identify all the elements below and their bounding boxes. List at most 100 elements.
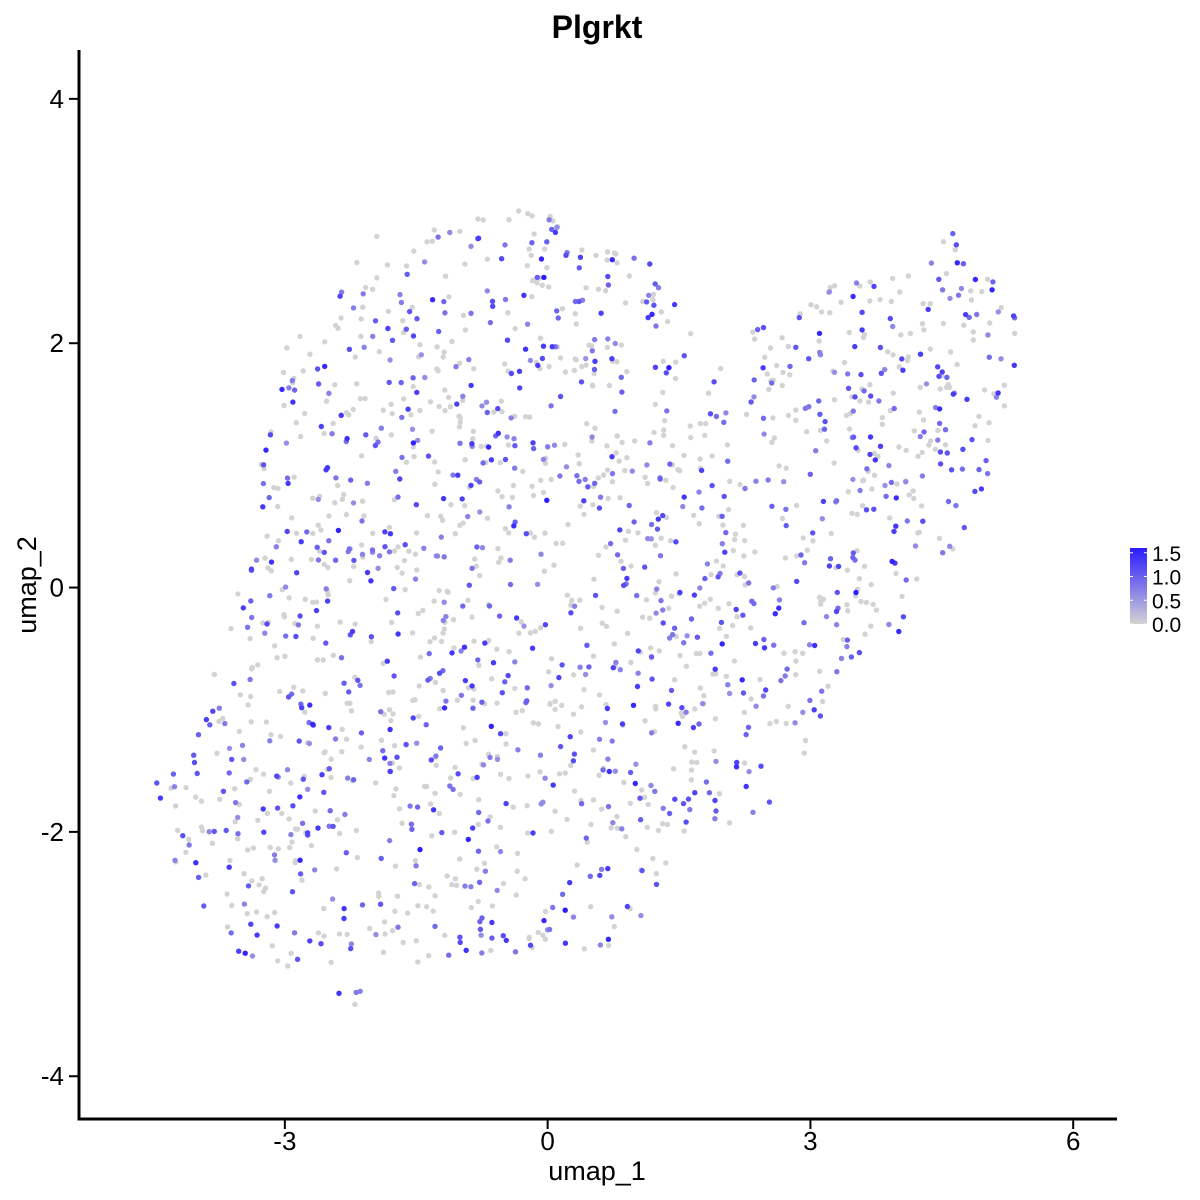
data-point [868,393,874,399]
data-point [468,884,474,890]
data-point [699,505,705,511]
data-point [891,405,897,412]
data-point [578,729,584,735]
data-point [537,752,544,758]
data-point [337,619,343,625]
data-point [468,482,474,488]
data-point [591,370,597,377]
data-point [413,938,419,944]
data-point [856,576,863,582]
data-point [391,548,398,554]
data-point [458,648,464,654]
data-point [548,682,554,689]
data-point [645,535,651,542]
data-point [496,559,502,565]
data-point [936,535,943,542]
data-point [696,489,702,495]
data-point [972,488,978,495]
data-point [935,437,941,443]
data-point [274,805,281,811]
data-point [748,399,754,405]
data-point [288,831,294,838]
data-point [571,788,578,794]
data-point [613,659,619,666]
data-point [358,542,365,548]
data-point [220,788,227,794]
data-point [403,459,410,465]
data-point [767,345,774,351]
data-point [903,447,909,453]
data-point [937,461,944,467]
data-point [592,480,598,486]
data-point [461,644,468,650]
data-point [277,733,284,740]
data-point [463,947,469,953]
data-point [844,567,851,573]
data-point [530,445,537,452]
data-point [408,821,415,827]
data-point [460,397,466,404]
data-point [433,762,439,768]
data-point [173,803,179,809]
data-point [505,672,511,679]
data-point [652,542,658,548]
data-point [683,709,689,715]
data-point [286,385,292,391]
data-point [357,682,363,689]
data-point [518,619,524,625]
data-point [463,740,469,747]
data-point [741,760,748,766]
data-point [671,625,678,631]
data-point [386,549,393,555]
data-point [632,438,638,444]
data-point [885,349,891,355]
data-point [261,829,267,835]
data-point [570,711,577,717]
data-point [217,796,223,802]
data-point [664,408,670,414]
data-point [318,941,324,947]
data-point [541,568,548,574]
data-point [612,408,618,415]
data-point [414,740,420,746]
data-point [935,364,941,370]
data-point [604,467,611,473]
data-point [343,511,350,518]
legend-tick-label: 0.5 [1152,590,1181,613]
data-point [609,257,615,263]
data-point [302,709,308,715]
data-point [723,410,729,416]
data-point [476,797,482,803]
data-point [715,605,721,611]
data-point [673,359,679,365]
data-point [443,698,449,704]
data-point [502,296,509,303]
data-point [416,683,422,689]
data-point [395,610,401,616]
data-point [578,379,585,385]
data-point [935,427,941,434]
data-point [480,217,486,223]
data-point [741,573,748,580]
data-point [502,679,508,685]
data-point [648,782,654,789]
data-point [853,589,859,596]
data-point [506,648,512,655]
data-point [264,621,270,627]
data-point [445,589,451,595]
data-point [502,361,508,367]
data-point [223,827,229,834]
data-point [489,903,496,909]
data-point [944,450,950,456]
data-point [939,369,945,375]
data-point [725,458,731,464]
data-point [437,706,443,712]
data-point [289,839,295,845]
data-point [488,723,494,729]
data-point [508,370,515,377]
data-point [400,939,406,946]
data-point [557,743,564,750]
data-point [886,621,892,628]
data-point [281,611,287,618]
data-point [703,779,710,785]
